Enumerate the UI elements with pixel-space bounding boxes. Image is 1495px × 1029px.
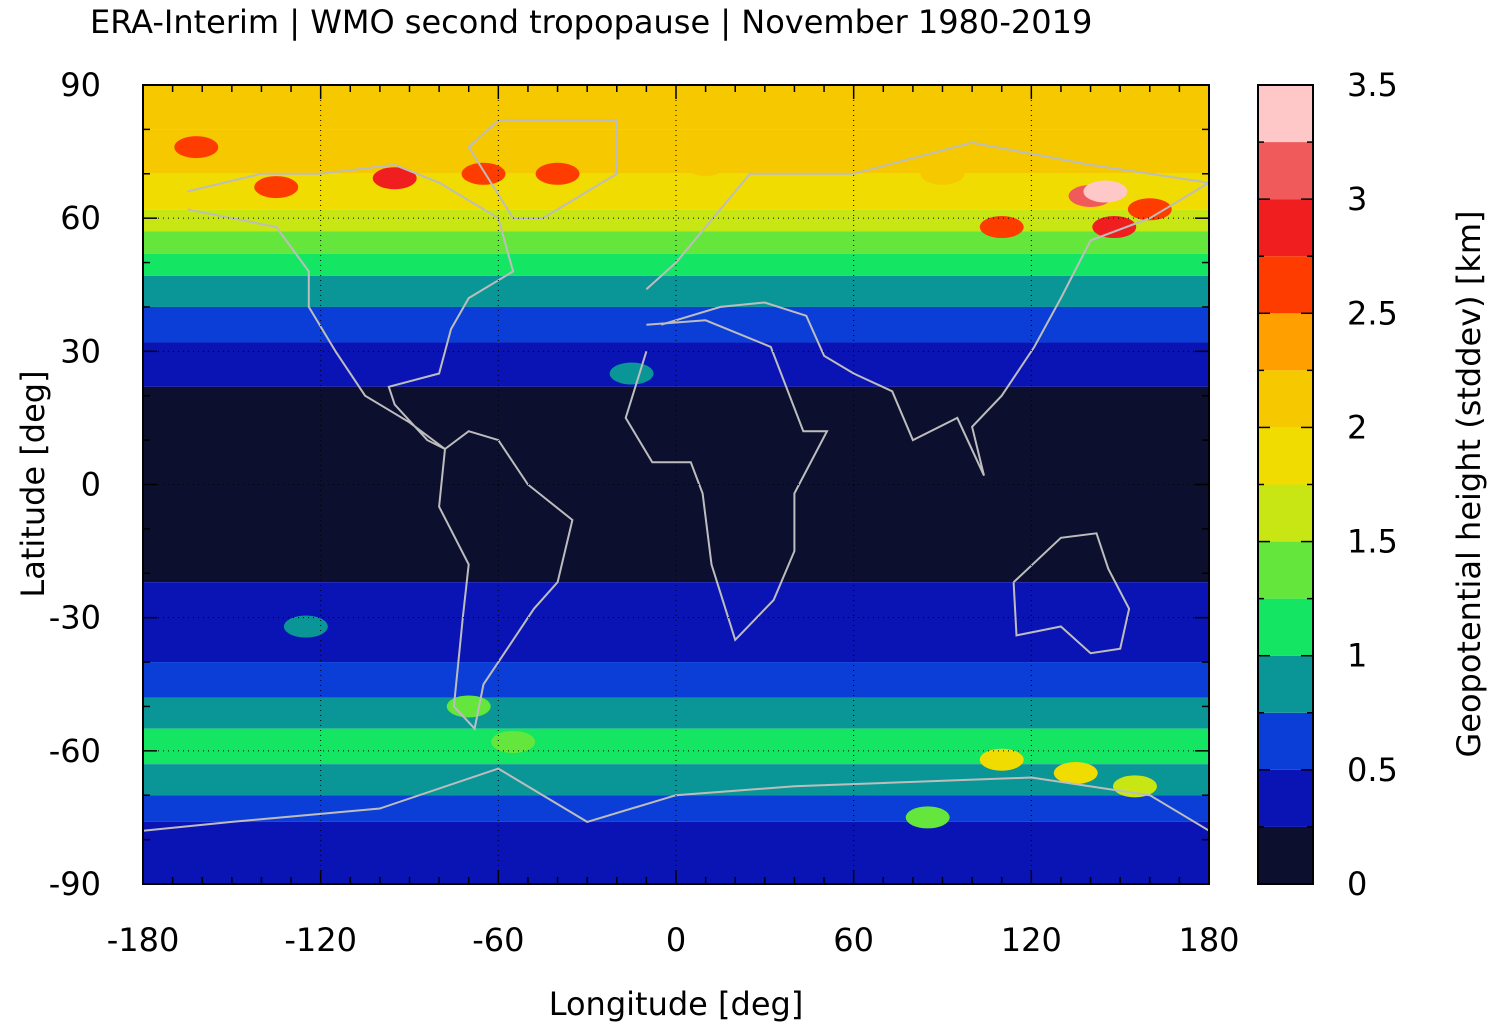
- coastline: [645, 141, 1209, 477]
- x-tick-label: -60: [472, 921, 524, 959]
- colorbar-tick-label: 3: [1347, 180, 1367, 218]
- y-tick-label: 0: [81, 466, 101, 504]
- colorbar-swatch: [1258, 541, 1313, 599]
- colorbar-swatch: [1258, 598, 1313, 656]
- x-tick-label: 0: [666, 921, 686, 959]
- x-tick-label: 180: [1178, 921, 1239, 959]
- heatmap-band: [143, 253, 1209, 276]
- heatmap-anomaly: [1127, 198, 1172, 221]
- x-tick-labels: -180 -120 -60 0 60 120 180: [107, 921, 1240, 959]
- x-tick-label: 60: [833, 921, 874, 959]
- colorbar-tick-label: 3.5: [1347, 66, 1398, 104]
- heatmap-band: [143, 275, 1209, 307]
- y-axis-label: Latitude [deg]: [14, 370, 52, 597]
- heatmap-anomaly: [491, 730, 536, 753]
- x-tick-label: -180: [107, 921, 180, 959]
- colorbar-swatch: [1258, 370, 1313, 428]
- colorbar-swatch: [1258, 199, 1313, 257]
- coastline: [438, 430, 574, 731]
- coastline: [467, 119, 618, 220]
- heatmap-anomaly: [683, 153, 728, 176]
- colorbar-swatch: [1258, 484, 1313, 542]
- heatmap-anomaly: [254, 176, 299, 199]
- chart-title: ERA-Interim | WMO second tropopause | No…: [90, 3, 1093, 41]
- colorbar-tick-label: 1.5: [1347, 523, 1398, 561]
- coastline: [187, 163, 515, 450]
- heatmap-anomaly: [372, 167, 417, 190]
- heatmap-anomaly: [979, 748, 1024, 771]
- y-tick-label: -30: [49, 599, 101, 637]
- x-tick-label: -120: [284, 921, 357, 959]
- heatmap-band: [143, 697, 1209, 729]
- y-tick-labels: 90 60 30 0 -30 -60 -90: [49, 66, 101, 903]
- colorbar-label: Geopotential height (stddev) [km]: [1450, 210, 1488, 757]
- x-axis-label: Longitude [deg]: [549, 985, 804, 1023]
- heatmap-anomaly: [1083, 180, 1128, 203]
- heatmap-anomaly: [535, 162, 580, 185]
- coastline: [1012, 532, 1131, 655]
- y-tick-label: 90: [60, 66, 101, 104]
- colorbar-tick-label: 0: [1347, 865, 1367, 903]
- y-tick-label: -90: [49, 865, 101, 903]
- colorbar-swatch: [1258, 142, 1313, 200]
- coastline: [624, 319, 829, 642]
- heatmap-anomaly: [905, 806, 950, 829]
- colorbar-swatch: [1258, 769, 1313, 827]
- heatmap-anomaly: [283, 615, 328, 638]
- heatmap-anomaly: [1112, 775, 1157, 798]
- heatmap-band: [143, 728, 1209, 765]
- heatmap-anomaly: [1053, 762, 1098, 785]
- colorbar-swatch: [1258, 256, 1313, 314]
- colorbar-swatch: [1258, 655, 1313, 713]
- heatmap-anomaly: [920, 162, 965, 185]
- grid: [143, 85, 1209, 884]
- colorbar-tick-label: 1: [1347, 637, 1367, 675]
- heatmap-anomaly: [979, 216, 1024, 239]
- y-tick-label: -60: [49, 732, 101, 770]
- axis-ticks: [142, 84, 1210, 885]
- heatmap-anomaly: [609, 362, 654, 385]
- colorbar-tick-label: 0.5: [1347, 751, 1398, 789]
- colorbar-swatch: [1258, 85, 1313, 143]
- colorbar: [1257, 84, 1314, 885]
- heatmap-band: [143, 129, 1209, 174]
- heatmap-band: [143, 306, 1209, 343]
- heatmap-anomaly: [461, 162, 506, 185]
- colorbar-tick-label: 2.5: [1347, 294, 1398, 332]
- heatmap-band: [143, 173, 1209, 210]
- colorbar-swatch: [1258, 427, 1313, 485]
- heatmap-band: [143, 231, 1209, 254]
- colorbar-tick-label: 2: [1347, 408, 1367, 446]
- heatmap-band: [143, 795, 1209, 822]
- heatmap-band: [143, 662, 1209, 698]
- y-tick-label: 60: [60, 199, 101, 237]
- heatmap-anomaly: [1092, 216, 1137, 239]
- colorbar-swatch: [1258, 313, 1313, 371]
- heatmap-field: [143, 85, 1209, 884]
- heatmap-band: [143, 386, 1209, 583]
- colorbar-tick-labels: 0 0.5 1 1.5 2 2.5 3 3.5: [1347, 66, 1398, 903]
- heatmap-anomaly: [174, 136, 219, 159]
- x-tick-label: 120: [1001, 921, 1062, 959]
- colorbar-swatch: [1258, 826, 1313, 884]
- y-tick-label: 30: [60, 332, 101, 370]
- colorbar-swatch: [1258, 712, 1313, 770]
